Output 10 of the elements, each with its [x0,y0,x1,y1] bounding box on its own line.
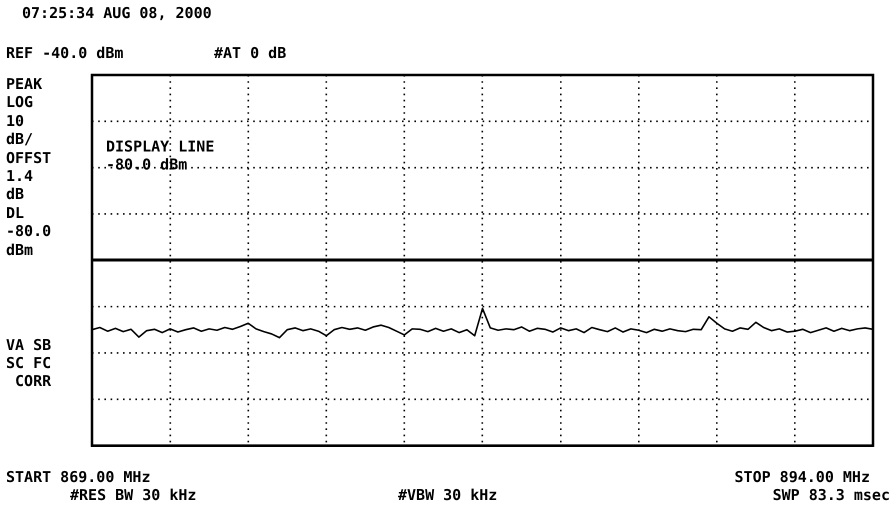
text: #RES BW 30 kHz [70,486,196,504]
text: REF -40.0 dBm [6,44,124,62]
chart-title: 07:25:34 AUG 08, 2000 [22,4,212,22]
text: STOP 894.00 MHz [734,468,870,486]
text: SWP 83.3 msec [772,486,890,504]
text: PEAK LOG 10 dB/ OFFST 1.4 dB DL -80.0 dBm [6,75,52,259]
text: #VBW 30 kHz [398,486,498,504]
text: VA SB SC FC CORR [6,336,52,390]
text: #AT 0 dB [214,44,286,62]
text: START 869.00 MHz [6,468,150,486]
